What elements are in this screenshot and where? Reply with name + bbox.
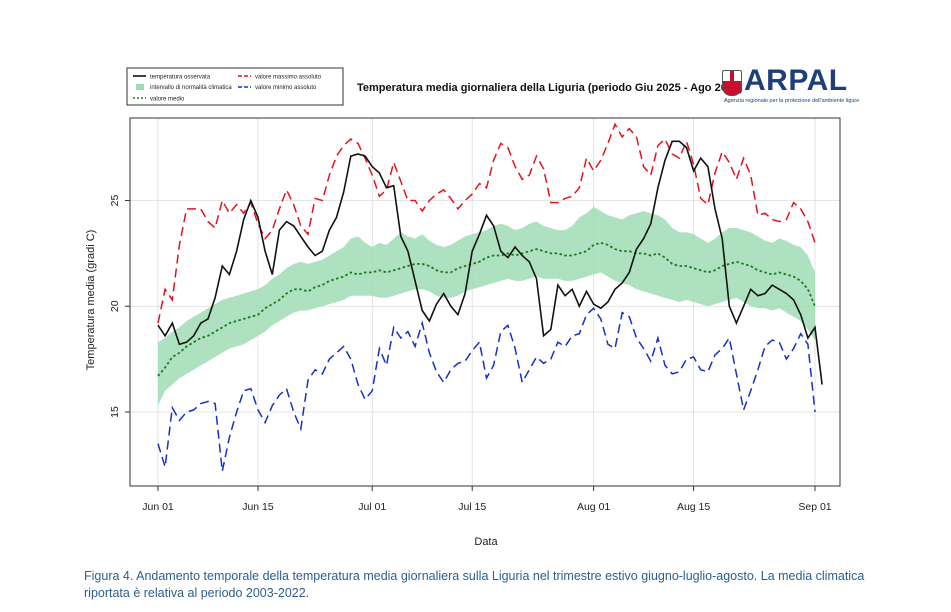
series-mean-line	[157, 241, 816, 377]
series-max-line	[157, 122, 816, 324]
legend-item-max: valore massimo assoluto	[238, 75, 322, 81]
plot-lines	[157, 122, 823, 472]
chart-title: Temperatura media giornaliera della Ligu…	[357, 82, 743, 94]
x-tick-label: Jul 01	[358, 501, 386, 513]
figure-caption: Figura 4. Andamento temporale della temp…	[84, 569, 865, 600]
series-min-line	[157, 307, 816, 472]
x-axis-label: Data	[474, 536, 498, 548]
legend-item-min: valore minimo assoluto	[238, 85, 317, 91]
x-axis: Jun 01 Jun 15 Jul 01 Jul 15 Aug 01 Aug 15 Sep …	[142, 486, 832, 513]
legend: temperatura osservata valore massimo ass…	[126, 67, 344, 106]
plot-grid	[130, 118, 840, 486]
y-tick-label: 25	[109, 194, 121, 206]
liguria-shield-icon	[722, 70, 742, 96]
plot-frame	[129, 117, 841, 487]
y-tick-label: 15	[109, 406, 121, 418]
legend-label-max: valore massimo assoluto	[255, 75, 322, 81]
y-tick-label: 20	[109, 300, 121, 312]
x-tick-label: Jun 15	[242, 501, 274, 513]
arpal-logo: ARPAL Agenzia regionale per la protezion…	[712, 64, 859, 116]
legend-item-mean: valore medio	[133, 97, 185, 103]
legend-label-band: intervallo di normalità climatica	[150, 85, 232, 91]
legend-item-observed: temperatura osservata	[133, 75, 211, 81]
x-tick-label: Jun 01	[142, 501, 174, 513]
y-axis-label: Temperatura media (gradi C)	[85, 230, 97, 371]
legend-item-band: intervallo di normalità climatica	[136, 84, 232, 91]
normality-band	[158, 206, 815, 406]
logo-subtitle: Agenzia regionale per la protezione dell…	[724, 98, 860, 104]
x-tick-label: Aug 15	[677, 501, 710, 513]
normality-band-area	[158, 206, 815, 406]
x-tick-label: Sep 01	[798, 501, 831, 513]
x-tick-label: Jul 15	[458, 501, 486, 513]
series-observed-line	[157, 140, 823, 385]
logo-name: ARPAL	[744, 64, 848, 97]
y-axis: 15 20 25	[109, 194, 130, 418]
legend-label-mean: valore medio	[150, 97, 185, 103]
legend-label-min: valore minimo assoluto	[255, 85, 317, 91]
legend-label-observed: temperatura osservata	[150, 75, 211, 81]
x-tick-label: Aug 01	[577, 501, 610, 513]
